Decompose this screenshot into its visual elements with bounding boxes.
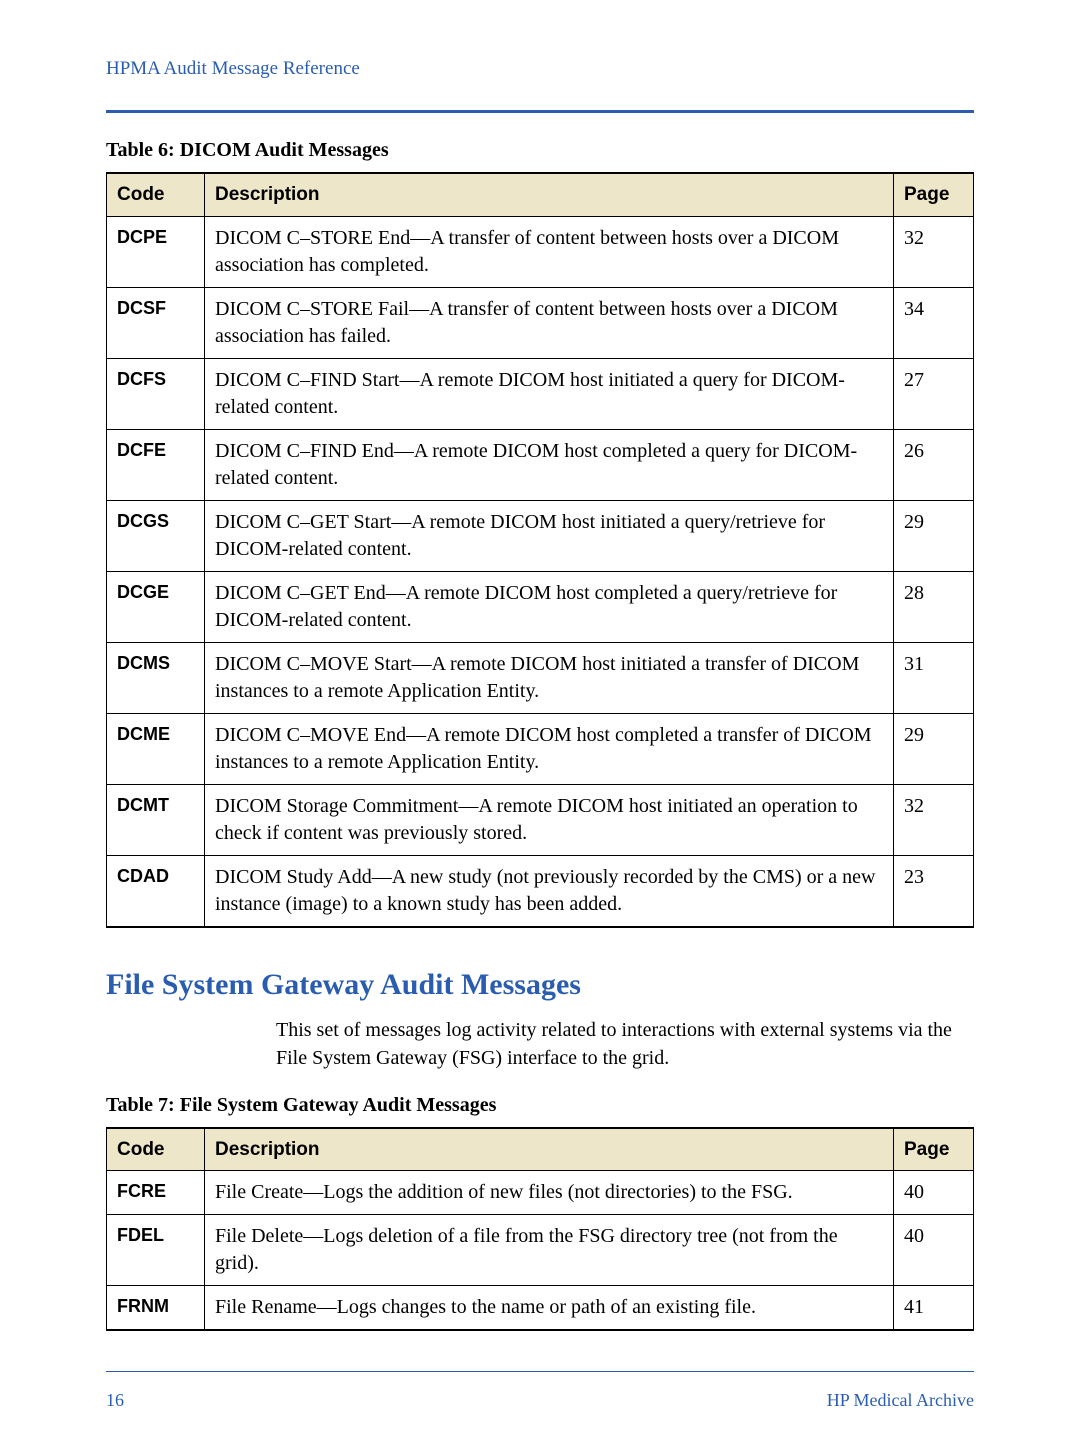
- cell-description: DICOM C–GET Start—A remote DICOM host in…: [205, 500, 894, 571]
- cell-code: FRNM: [107, 1286, 205, 1331]
- cell-code: FDEL: [107, 1215, 205, 1286]
- section-intro-fsg: This set of messages log activity relate…: [276, 1016, 974, 1072]
- running-header: HPMA Audit Message Reference: [106, 58, 974, 80]
- table6-col-code: Code: [107, 173, 205, 216]
- table7-caption: Table 7: File System Gateway Audit Messa…: [106, 1094, 974, 1117]
- table-row: FRNMFile Rename—Logs changes to the name…: [107, 1286, 974, 1331]
- cell-page: 28: [894, 571, 974, 642]
- cell-description: File Rename—Logs changes to the name or …: [205, 1286, 894, 1331]
- cell-code: DCMS: [107, 642, 205, 713]
- cell-page: 34: [894, 287, 974, 358]
- table6-body: DCPEDICOM C–STORE End—A transfer of cont…: [107, 216, 974, 927]
- cell-description: DICOM C–FIND Start—A remote DICOM host i…: [205, 358, 894, 429]
- cell-page: 29: [894, 713, 974, 784]
- table-row: FCREFile Create—Logs the addition of new…: [107, 1171, 974, 1215]
- header-rule: [106, 110, 974, 113]
- table6-header-row: Code Description Page: [107, 173, 974, 216]
- cell-code: CDAD: [107, 855, 205, 927]
- cell-code: DCME: [107, 713, 205, 784]
- page-number: 16: [106, 1390, 124, 1411]
- cell-code: DCFE: [107, 429, 205, 500]
- table-row: DCSFDICOM C–STORE Fail—A transfer of con…: [107, 287, 974, 358]
- footer-product: HP Medical Archive: [827, 1390, 974, 1411]
- table6-col-description: Description: [205, 173, 894, 216]
- table-row: CDADDICOM Study Add—A new study (not pre…: [107, 855, 974, 927]
- cell-page: 32: [894, 216, 974, 287]
- table-row: DCGSDICOM C–GET Start—A remote DICOM hos…: [107, 500, 974, 571]
- cell-page: 32: [894, 784, 974, 855]
- cell-code: DCFS: [107, 358, 205, 429]
- cell-code: DCGE: [107, 571, 205, 642]
- table-row: DCMTDICOM Storage Commitment—A remote DI…: [107, 784, 974, 855]
- table7-col-page: Page: [894, 1128, 974, 1171]
- cell-code: DCMT: [107, 784, 205, 855]
- table6-caption: Table 6: DICOM Audit Messages: [106, 139, 974, 162]
- cell-description: DICOM C–STORE Fail—A transfer of content…: [205, 287, 894, 358]
- table7-col-code: Code: [107, 1128, 205, 1171]
- cell-code: DCGS: [107, 500, 205, 571]
- table-row: FDELFile Delete—Logs deletion of a file …: [107, 1215, 974, 1286]
- cell-page: 27: [894, 358, 974, 429]
- table-dicom-audit: Code Description Page DCPEDICOM C–STORE …: [106, 172, 974, 928]
- table-row: DCMSDICOM C–MOVE Start—A remote DICOM ho…: [107, 642, 974, 713]
- cell-code: DCSF: [107, 287, 205, 358]
- cell-page: 31: [894, 642, 974, 713]
- cell-description: DICOM C–FIND End—A remote DICOM host com…: [205, 429, 894, 500]
- table-row: DCGEDICOM C–GET End—A remote DICOM host …: [107, 571, 974, 642]
- table6-col-page: Page: [894, 173, 974, 216]
- table7-header-row: Code Description Page: [107, 1128, 974, 1171]
- section-heading-fsg: File System Gateway Audit Messages: [106, 968, 974, 1002]
- cell-description: File Delete—Logs deletion of a file from…: [205, 1215, 894, 1286]
- cell-description: DICOM Study Add—A new study (not previou…: [205, 855, 894, 927]
- footer-rule: [106, 1371, 974, 1372]
- cell-description: File Create—Logs the addition of new fil…: [205, 1171, 894, 1215]
- page-footer: 16 HP Medical Archive: [106, 1390, 974, 1411]
- table-row: DCFSDICOM C–FIND Start—A remote DICOM ho…: [107, 358, 974, 429]
- cell-page: 26: [894, 429, 974, 500]
- cell-description: DICOM C–GET End—A remote DICOM host comp…: [205, 571, 894, 642]
- cell-page: 23: [894, 855, 974, 927]
- cell-description: DICOM C–STORE End—A transfer of content …: [205, 216, 894, 287]
- table-row: DCFEDICOM C–FIND End—A remote DICOM host…: [107, 429, 974, 500]
- table-row: DCMEDICOM C–MOVE End—A remote DICOM host…: [107, 713, 974, 784]
- cell-description: DICOM C–MOVE End—A remote DICOM host com…: [205, 713, 894, 784]
- cell-page: 41: [894, 1286, 974, 1331]
- table-row: DCPEDICOM C–STORE End—A transfer of cont…: [107, 216, 974, 287]
- table7-col-description: Description: [205, 1128, 894, 1171]
- cell-code: FCRE: [107, 1171, 205, 1215]
- cell-page: 29: [894, 500, 974, 571]
- table-fsg-audit: Code Description Page FCREFile Create—Lo…: [106, 1127, 974, 1332]
- cell-description: DICOM C–MOVE Start—A remote DICOM host i…: [205, 642, 894, 713]
- cell-page: 40: [894, 1171, 974, 1215]
- cell-page: 40: [894, 1215, 974, 1286]
- table7-body: FCREFile Create—Logs the addition of new…: [107, 1171, 974, 1331]
- cell-description: DICOM Storage Commitment—A remote DICOM …: [205, 784, 894, 855]
- cell-code: DCPE: [107, 216, 205, 287]
